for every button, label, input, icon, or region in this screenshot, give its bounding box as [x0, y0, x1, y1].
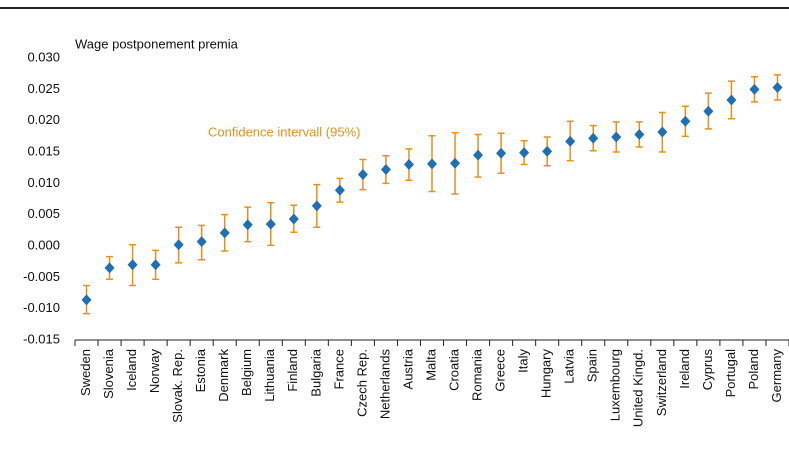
x-tick-label: Switzerland [654, 349, 669, 416]
data-point [403, 159, 414, 171]
y-tick-label: 0.000 [27, 237, 60, 252]
x-tick-label: Ireland [677, 349, 692, 389]
x-tick-label: Portugal [723, 349, 738, 398]
data-point [380, 164, 391, 176]
y-tick-label: 0.005 [27, 206, 60, 221]
data-point [565, 135, 576, 147]
x-tick-label: Netherlands [377, 349, 392, 420]
data-point [173, 239, 184, 251]
x-tick-label: Finland [285, 349, 300, 392]
data-point [127, 259, 138, 271]
data-point [288, 213, 299, 225]
data-point [450, 157, 461, 169]
data-point [265, 218, 276, 230]
y-tick-label: 0.010 [27, 175, 60, 190]
y-tick-label: -0.005 [23, 269, 60, 284]
data-point [427, 158, 437, 170]
x-tick-label: Norway [147, 349, 162, 394]
x-tick-label: Cyprus [700, 349, 715, 391]
x-tick-label: Slovak. Rep. [170, 349, 185, 423]
data-point [588, 132, 599, 144]
y-tick-label: 0.020 [27, 112, 60, 127]
x-tick-label: United Kingd. [631, 349, 646, 427]
data-point [104, 262, 115, 274]
y-tick-label: 0.015 [27, 143, 60, 158]
x-tick-label: Germany [769, 349, 784, 403]
y-tick-label: 0.030 [27, 49, 60, 64]
data-point [749, 83, 760, 95]
x-tick-label: Estonia [193, 348, 208, 392]
data-point [726, 94, 737, 106]
x-tick-label: Poland [746, 349, 761, 389]
x-tick-label: Greece [493, 349, 508, 392]
data-point [150, 259, 161, 271]
x-tick-label: Bulgaria [308, 348, 323, 396]
data-point [703, 105, 714, 117]
data-point [334, 184, 345, 196]
data-point [311, 200, 322, 212]
x-tick-label: Denmark [216, 349, 231, 402]
data-point [81, 294, 92, 306]
data-point [611, 131, 622, 143]
x-tick-label: Hungary [539, 349, 554, 399]
data-point [519, 147, 530, 159]
y-tick-label: -0.010 [23, 300, 60, 315]
x-tick-label: Sweden [78, 349, 93, 396]
y-tick-label: -0.015 [23, 331, 60, 346]
x-tick-label: Austria [400, 348, 415, 389]
x-tick-label: Iceland [124, 349, 139, 391]
data-point [473, 149, 484, 161]
data-point [634, 128, 645, 140]
x-tick-label: Romania [470, 348, 485, 401]
data-point [680, 115, 691, 127]
data-point [542, 145, 553, 157]
x-tick-label: Malta [423, 348, 438, 381]
x-tick-label: Luxembourg [608, 349, 623, 421]
chart-title: Wage postponement premia [75, 36, 239, 51]
x-tick-label: Lithuania [262, 348, 277, 402]
x-tick-label: France [331, 349, 346, 389]
annotation: Confidence intervall (95%) [208, 124, 360, 139]
data-point [772, 81, 783, 93]
data-point [219, 227, 230, 239]
x-tick-label: Spain [585, 349, 600, 382]
data-point [242, 219, 253, 231]
x-tick-label: Belgium [239, 349, 254, 396]
x-tick-label: Latvia [562, 348, 577, 383]
data-point [357, 169, 368, 181]
x-tick-label: Italy [516, 349, 531, 373]
x-tick-label: Czech Rep. [354, 349, 369, 417]
x-tick-label: Croatia [446, 348, 461, 391]
data-point [196, 236, 207, 248]
data-point [496, 147, 507, 159]
data-point [657, 126, 668, 138]
y-tick-label: 0.025 [27, 81, 60, 96]
x-tick-label: Slovenia [101, 348, 116, 399]
